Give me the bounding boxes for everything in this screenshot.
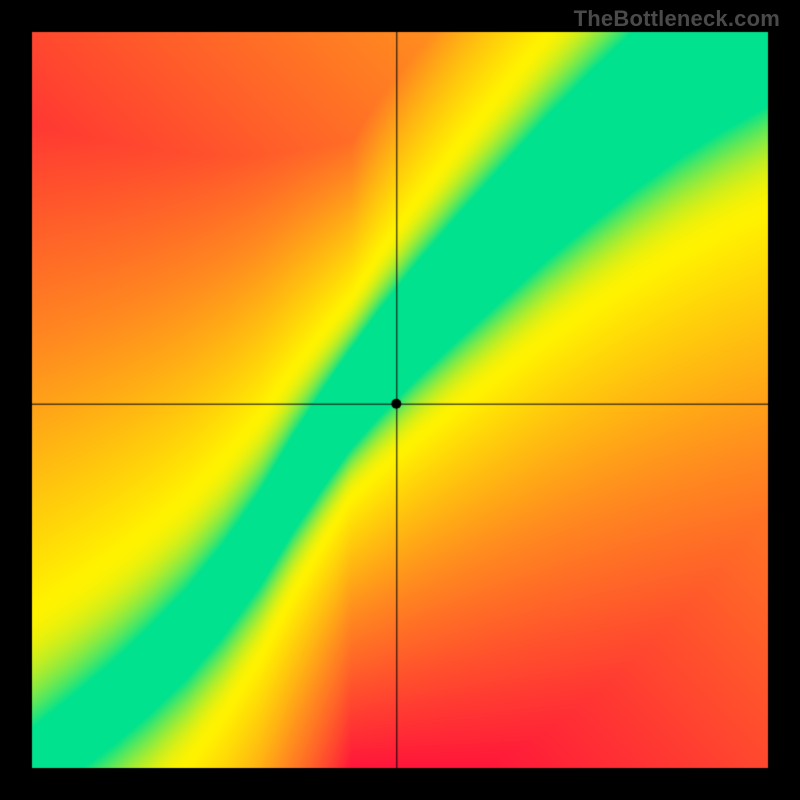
- attribution-text: TheBottleneck.com: [574, 6, 780, 32]
- heatmap-canvas: [0, 0, 800, 800]
- chart-container: TheBottleneck.com: [0, 0, 800, 800]
